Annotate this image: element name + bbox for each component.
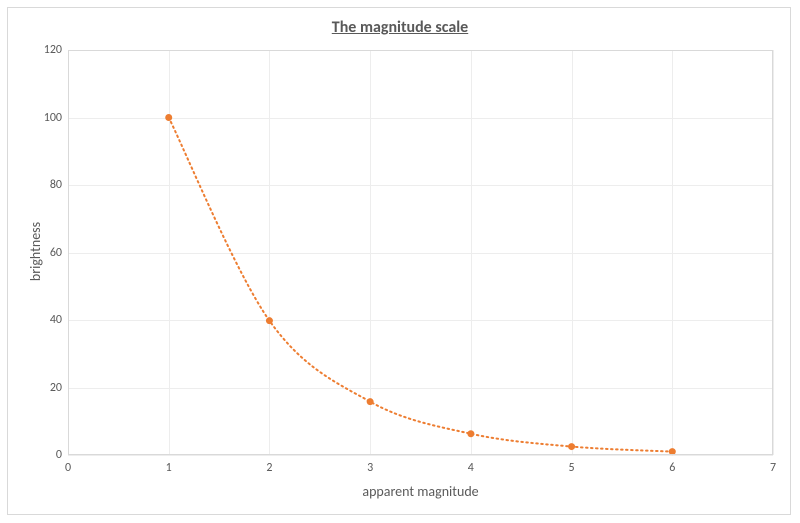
x-tick-label: 2 bbox=[266, 461, 272, 475]
y-tick-label: 80 bbox=[38, 178, 62, 192]
data-point bbox=[669, 448, 676, 455]
data-point bbox=[467, 430, 474, 437]
y-tick-label: 40 bbox=[38, 313, 62, 327]
y-tick-label: 0 bbox=[38, 448, 62, 462]
chart-title: The magnitude scale bbox=[0, 18, 800, 37]
y-axis-label: brightness bbox=[27, 221, 44, 280]
y-tick-label: 120 bbox=[38, 43, 62, 57]
x-tick-label: 1 bbox=[166, 461, 172, 475]
data-point bbox=[165, 114, 172, 121]
data-series bbox=[68, 50, 773, 455]
x-tick-label: 0 bbox=[65, 461, 71, 475]
y-tick-label: 100 bbox=[38, 111, 62, 125]
series-line bbox=[169, 118, 673, 452]
y-tick-label: 20 bbox=[38, 381, 62, 395]
grid-line-vertical bbox=[773, 50, 774, 455]
data-point bbox=[367, 398, 374, 405]
data-point bbox=[568, 443, 575, 450]
x-tick-label: 6 bbox=[669, 461, 675, 475]
x-tick-label: 5 bbox=[569, 461, 575, 475]
x-tick-label: 3 bbox=[367, 461, 373, 475]
x-tick-label: 7 bbox=[770, 461, 776, 475]
plot-area bbox=[68, 50, 773, 455]
grid-line-horizontal bbox=[68, 455, 773, 456]
x-axis-label: apparent magnitude bbox=[68, 483, 773, 500]
data-point bbox=[266, 317, 273, 324]
x-tick-label: 4 bbox=[468, 461, 474, 475]
magnitude-chart: The magnitude scale 01234567 02040608010… bbox=[0, 0, 800, 523]
